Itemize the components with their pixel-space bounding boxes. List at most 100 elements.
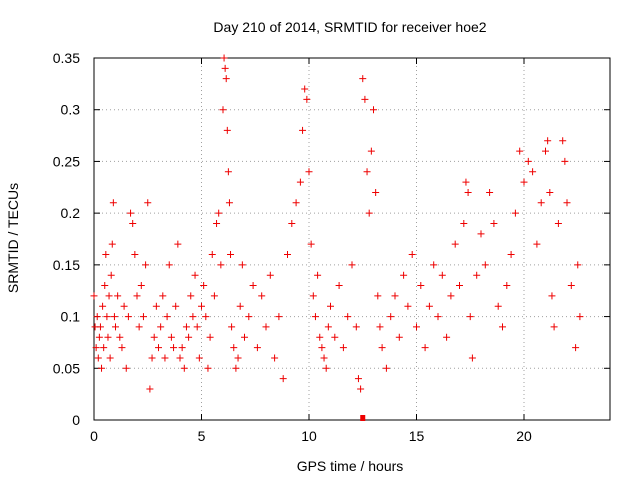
data-point-12 — [103, 313, 111, 321]
data-point-16 — [107, 271, 115, 279]
axes — [93, 57, 611, 421]
data-point-106 — [316, 333, 324, 341]
data-point-33 — [139, 313, 147, 321]
data-point-125 — [370, 106, 377, 114]
data-point-15 — [106, 354, 114, 362]
data-point-169 — [542, 147, 549, 155]
data-point-144 — [443, 333, 451, 341]
y-tick-label-3: 0.15 — [53, 257, 80, 273]
data-point-73 — [222, 75, 230, 83]
chart-title: Day 210 of 2014, SRMTID for receiver hoe… — [213, 19, 486, 35]
data-point-141 — [430, 261, 438, 269]
data-point-128 — [376, 323, 384, 331]
data-point-142 — [434, 313, 442, 321]
data-point-5 — [95, 333, 103, 341]
data-point-26 — [124, 313, 132, 321]
data-point-65 — [208, 251, 216, 259]
data-point-97 — [296, 178, 304, 186]
data-point-111 — [327, 302, 334, 310]
y-tick-label-5: 0.25 — [53, 153, 80, 169]
data-point-37 — [148, 354, 156, 362]
data-point-89 — [262, 323, 270, 331]
data-point-173 — [550, 323, 558, 331]
y-tick-label-2: 0.1 — [61, 309, 81, 325]
data-point-105 — [314, 271, 322, 279]
data-point-85 — [245, 313, 253, 321]
data-point-175 — [559, 137, 567, 145]
data-point-181 — [576, 313, 584, 321]
data-point-64 — [206, 333, 214, 341]
data-point-47 — [170, 344, 178, 352]
data-point-158 — [494, 302, 502, 310]
data-point-79 — [230, 344, 238, 352]
data-point-24 — [120, 302, 128, 310]
data-point-84 — [241, 333, 248, 341]
data-point-96 — [292, 199, 300, 207]
data-points — [90, 54, 584, 393]
data-point-163 — [516, 147, 524, 155]
data-point-27 — [127, 209, 135, 217]
data-point-32 — [137, 282, 145, 290]
data-point-25 — [122, 364, 130, 372]
data-point-67 — [213, 219, 221, 227]
data-point-57 — [191, 271, 199, 279]
data-point-50 — [176, 354, 184, 362]
data-point-29 — [131, 251, 139, 259]
data-point-170 — [544, 137, 552, 145]
data-point-140 — [425, 302, 433, 310]
data-point-39 — [152, 302, 160, 310]
y-tick-label-1: 0.05 — [53, 360, 80, 376]
data-point-20 — [112, 323, 119, 331]
data-point-30 — [133, 292, 141, 300]
data-point-99 — [301, 85, 309, 93]
data-point-117 — [352, 323, 360, 331]
data-point-82 — [236, 302, 244, 310]
data-point-80 — [232, 364, 240, 372]
data-point-123 — [365, 209, 373, 217]
data-point-46 — [167, 333, 175, 341]
data-point-131 — [387, 313, 395, 321]
data-point-102 — [307, 240, 315, 248]
plot-frame — [93, 57, 611, 421]
data-point-78 — [228, 323, 236, 331]
data-point-112 — [331, 333, 339, 341]
data-point-91 — [271, 354, 279, 362]
data-point-94 — [284, 251, 291, 259]
data-point-171 — [546, 188, 554, 196]
data-point-8 — [99, 302, 107, 310]
data-point-74 — [223, 126, 231, 134]
data-point-138 — [417, 282, 425, 290]
data-point-149 — [462, 178, 470, 186]
data-point-154 — [477, 230, 485, 238]
data-point-176 — [561, 157, 569, 165]
data-point-129 — [378, 344, 386, 352]
data-point-42 — [159, 292, 167, 300]
data-point-148 — [460, 219, 468, 227]
data-point-13 — [104, 333, 112, 341]
data-point-177 — [563, 199, 571, 207]
data-point-101 — [305, 168, 313, 176]
data-point-110 — [324, 323, 332, 331]
data-point-54 — [185, 333, 193, 341]
data-point-153 — [473, 271, 481, 279]
data-point-17 — [108, 240, 116, 248]
data-point-59 — [195, 354, 203, 362]
data-point-6 — [96, 323, 104, 331]
data-point-167 — [533, 240, 541, 248]
data-point-157 — [490, 219, 498, 227]
data-point-120 — [359, 75, 367, 83]
annotations — [360, 415, 366, 421]
data-point-71 — [220, 54, 228, 62]
data-point-156 — [486, 188, 494, 196]
data-point-118 — [354, 375, 362, 383]
data-point-60 — [198, 302, 205, 310]
data-point-127 — [374, 292, 382, 300]
data-point-10 — [101, 282, 109, 290]
data-point-18 — [109, 199, 117, 207]
data-point-165 — [524, 157, 532, 165]
data-point-53 — [182, 323, 190, 331]
data-point-152 — [468, 354, 476, 362]
data-point-36 — [146, 385, 154, 393]
data-point-179 — [572, 344, 580, 352]
